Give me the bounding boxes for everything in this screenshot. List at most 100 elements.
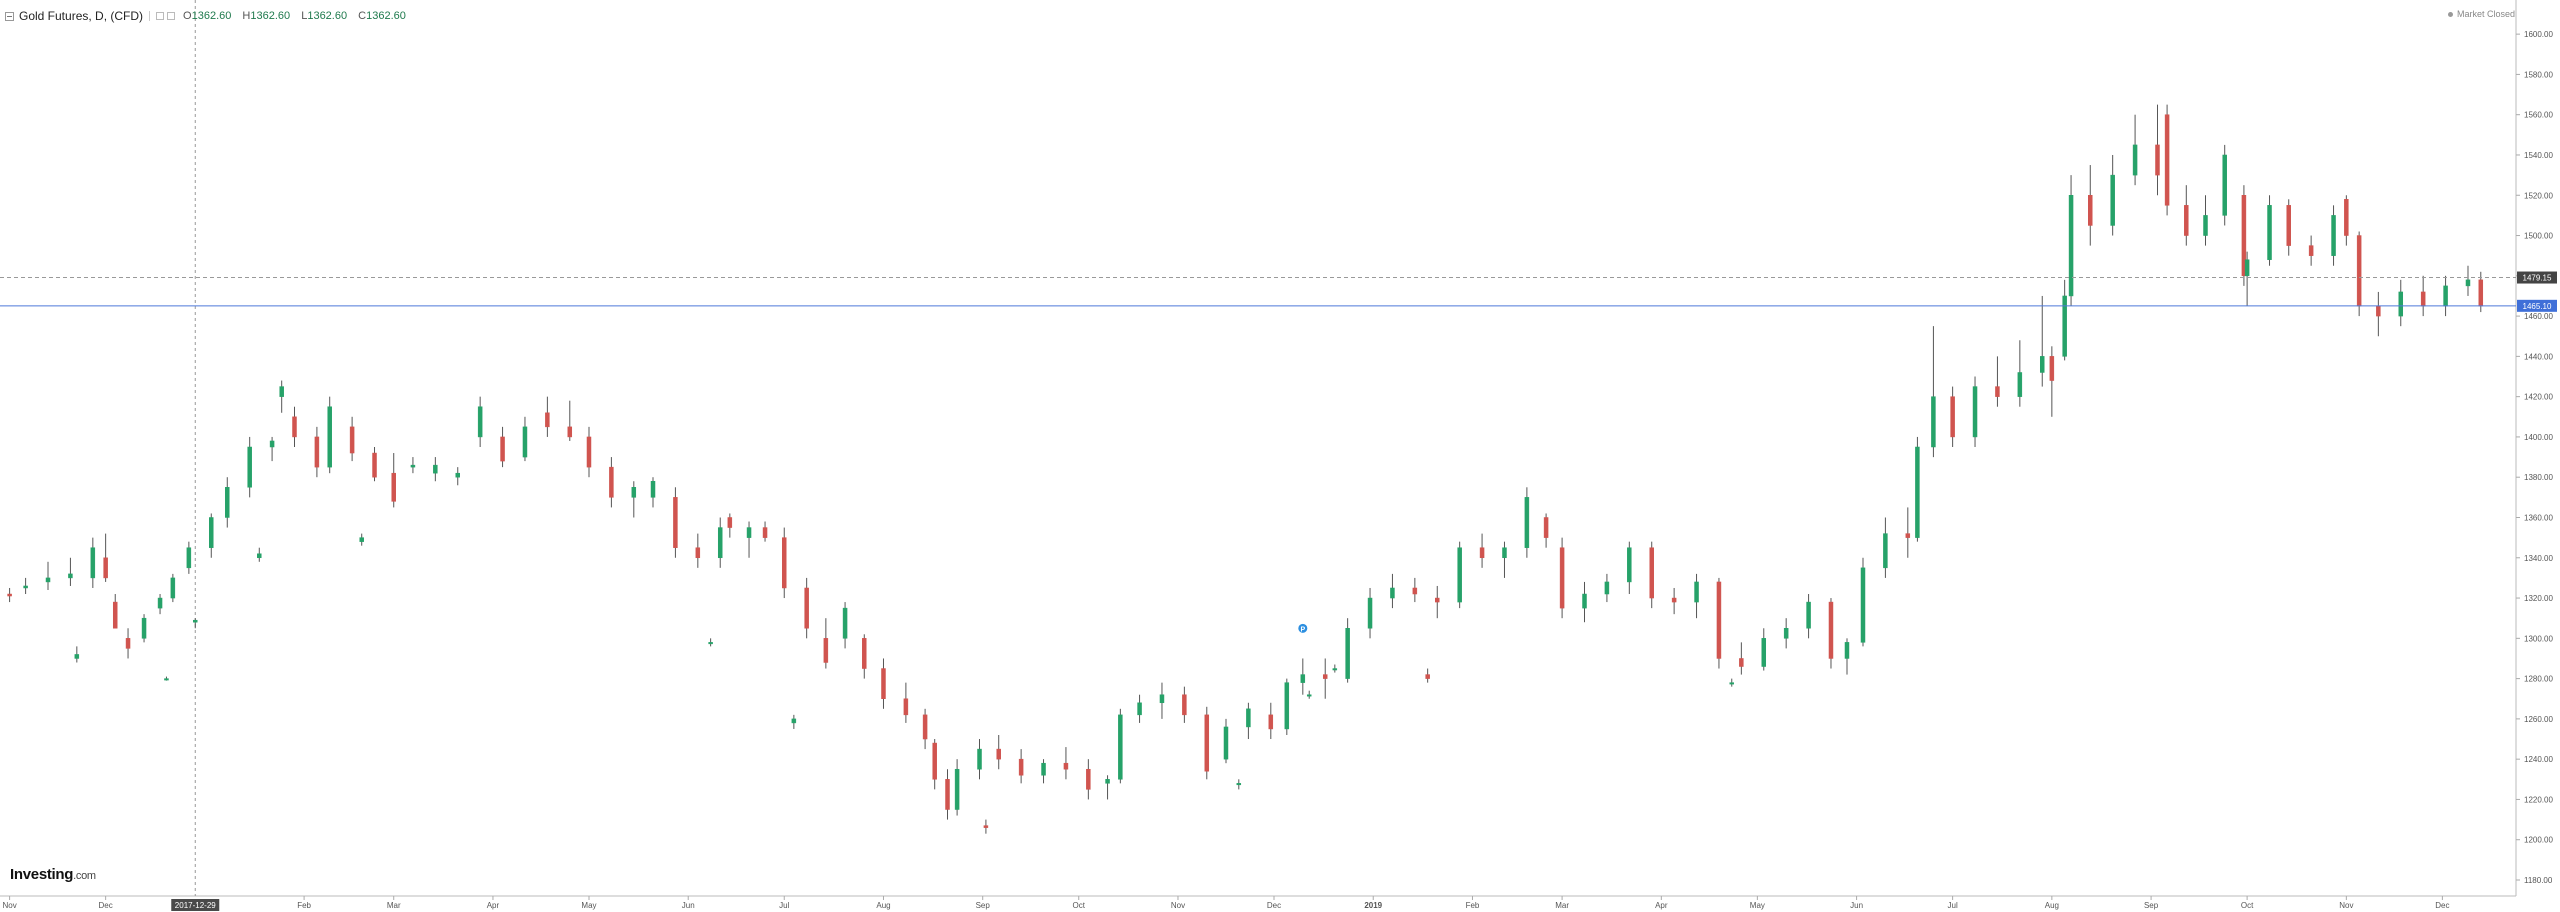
event-markers[interactable]: P xyxy=(1297,622,1309,634)
time-tick-label: Mar xyxy=(387,901,401,910)
candle xyxy=(1086,768,1091,790)
reference-price-tag xyxy=(2517,271,2557,284)
candle xyxy=(1322,674,1328,679)
candle xyxy=(862,638,867,669)
candle xyxy=(1627,547,1632,583)
candle xyxy=(567,426,573,438)
candle xyxy=(1457,547,1462,603)
candle xyxy=(804,587,809,629)
candle xyxy=(762,527,768,538)
legend-separator xyxy=(149,11,151,21)
candle xyxy=(1204,714,1210,772)
price-axis[interactable]: 1180.00 1200.00 1220.00 1240.00 1260.00 1280.… xyxy=(2515,0,2553,896)
candle xyxy=(1479,547,1485,559)
open-key: O xyxy=(183,10,192,22)
candle xyxy=(2017,372,2023,397)
candle xyxy=(372,452,377,478)
price-tick-label: 1500.00 xyxy=(2524,232,2553,241)
candle xyxy=(1390,587,1395,599)
candle xyxy=(2331,215,2336,256)
candle xyxy=(954,768,960,810)
candle xyxy=(1860,567,1866,643)
candle xyxy=(781,537,787,589)
candle xyxy=(673,497,678,548)
candle xyxy=(1345,628,1350,679)
candle xyxy=(500,436,505,462)
collapse-legend-icon[interactable] xyxy=(5,11,14,21)
candle xyxy=(112,601,118,629)
candle xyxy=(1671,597,1677,603)
candle xyxy=(2376,305,2381,317)
candle xyxy=(996,748,1001,760)
candle xyxy=(90,547,96,579)
price-tick-label: 1580.00 xyxy=(2524,70,2553,79)
low-value: 1362.60 xyxy=(307,10,348,22)
candle xyxy=(1915,446,1920,538)
candle xyxy=(977,748,982,770)
candle xyxy=(1905,533,1911,538)
candle-isolated xyxy=(193,619,198,623)
candle xyxy=(1435,597,1440,603)
time-tick-label: Nov xyxy=(1171,901,1185,910)
ohlc-values: O1362.60 H1362.60 L1362.60 C1362.60 xyxy=(183,10,414,22)
candle xyxy=(1159,694,1165,704)
candle-isolated xyxy=(1306,694,1312,697)
time-axis[interactable]: Nov Dec Feb Mar Apr May Jun Jul Aug Sep Oct Nov Dec 2… xyxy=(0,895,2516,910)
candle xyxy=(1883,533,1888,569)
candle xyxy=(103,557,108,579)
candle xyxy=(2443,285,2448,307)
time-tick-label: Dec xyxy=(2435,901,2449,910)
event-marker-icon[interactable] xyxy=(1297,622,1309,634)
candle xyxy=(2244,259,2250,277)
candle xyxy=(1995,386,2000,397)
time-tick-label: Mar xyxy=(1555,901,1569,910)
hide-icon[interactable] xyxy=(167,12,176,20)
candle xyxy=(2465,279,2471,287)
candle xyxy=(1716,581,1722,659)
candle xyxy=(586,436,592,468)
price-tick-label: 1280.00 xyxy=(2524,675,2553,684)
candle xyxy=(2132,144,2138,176)
candle xyxy=(2478,279,2484,307)
time-tick-label: Oct xyxy=(1073,901,1086,910)
candle xyxy=(922,714,928,740)
candle xyxy=(1284,682,1290,730)
candle xyxy=(1182,694,1187,716)
investing-logo[interactable]: Investing.com xyxy=(10,866,96,883)
candle xyxy=(2344,199,2349,236)
time-tick-label: May xyxy=(1750,901,1765,910)
price-lines: 1479.15 1465.10 xyxy=(0,271,2557,312)
candle xyxy=(2039,356,2045,373)
time-tick-label: Sep xyxy=(976,901,991,910)
candle xyxy=(170,577,176,599)
candle xyxy=(881,668,886,699)
symbol-title[interactable]: Gold Futures, D, (CFD) xyxy=(19,9,144,23)
candle xyxy=(1105,779,1110,784)
time-tick-label: Jul xyxy=(779,901,789,910)
price-tick-label: 1460.00 xyxy=(2524,312,2553,321)
candle xyxy=(225,487,230,518)
candle xyxy=(1246,708,1251,728)
candle xyxy=(823,638,829,663)
price-tick-label: 1360.00 xyxy=(2524,513,2553,522)
candle xyxy=(1412,587,1418,595)
time-tick-label: Aug xyxy=(2045,901,2059,910)
candle xyxy=(1524,497,1530,548)
candle xyxy=(2241,195,2247,277)
candle xyxy=(7,593,12,597)
current-price-tag xyxy=(2517,299,2557,312)
candle xyxy=(1950,396,1955,438)
candle xyxy=(2398,291,2404,317)
market-status-text: Market Closed xyxy=(2456,9,2515,19)
candle xyxy=(125,638,131,649)
settings-icon[interactable] xyxy=(156,12,165,20)
time-tick-label: Sep xyxy=(2144,901,2159,910)
candle xyxy=(477,406,483,438)
time-tick-label: Dec xyxy=(99,901,113,910)
candle xyxy=(932,742,937,780)
candle xyxy=(1582,593,1587,609)
candle xyxy=(1761,638,1767,667)
candle xyxy=(2267,205,2272,260)
candle xyxy=(1137,702,1142,716)
